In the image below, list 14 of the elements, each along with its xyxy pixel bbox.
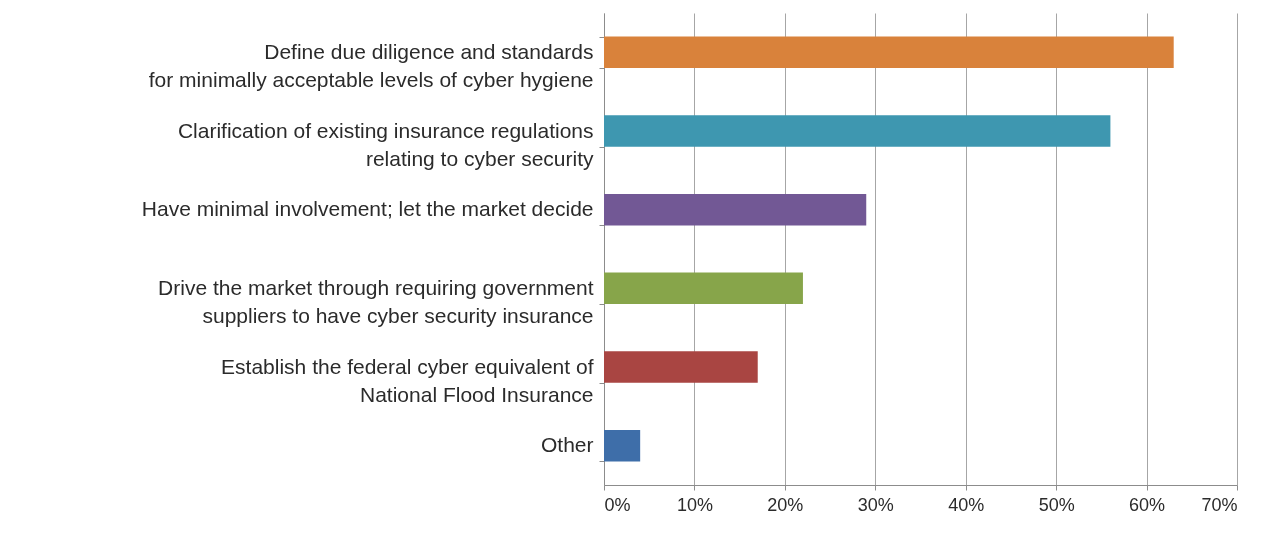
x-tick-label: 70% bbox=[1201, 494, 1238, 515]
y-tick-label: Establish the federal cyber equivalent of National Flood Insurance bbox=[221, 354, 594, 406]
x-tick-label: 10% bbox=[676, 494, 713, 515]
y-tick-label: Clarification of existing insurance regulations relating to cyber security bbox=[177, 118, 594, 170]
y-tick-label: Other bbox=[540, 433, 594, 457]
x-tick-label: 40% bbox=[948, 494, 985, 515]
x-tick-label: 0% bbox=[604, 494, 631, 515]
x-tick-label: 30% bbox=[857, 494, 894, 515]
x-tick-label: 50% bbox=[1038, 494, 1075, 515]
x-tick-label: 20% bbox=[767, 494, 804, 515]
y-tick-label: Drive the market through requiring government suppliers to have cyber security insurance bbox=[158, 275, 594, 327]
x-tick-label: 60% bbox=[1129, 494, 1166, 515]
y-tick-label: Have minimal involvement; let the market decide bbox=[141, 197, 594, 221]
y-tick-label: Define due diligence and standards for minimally acceptable levels of cyber hygiene bbox=[148, 39, 594, 91]
